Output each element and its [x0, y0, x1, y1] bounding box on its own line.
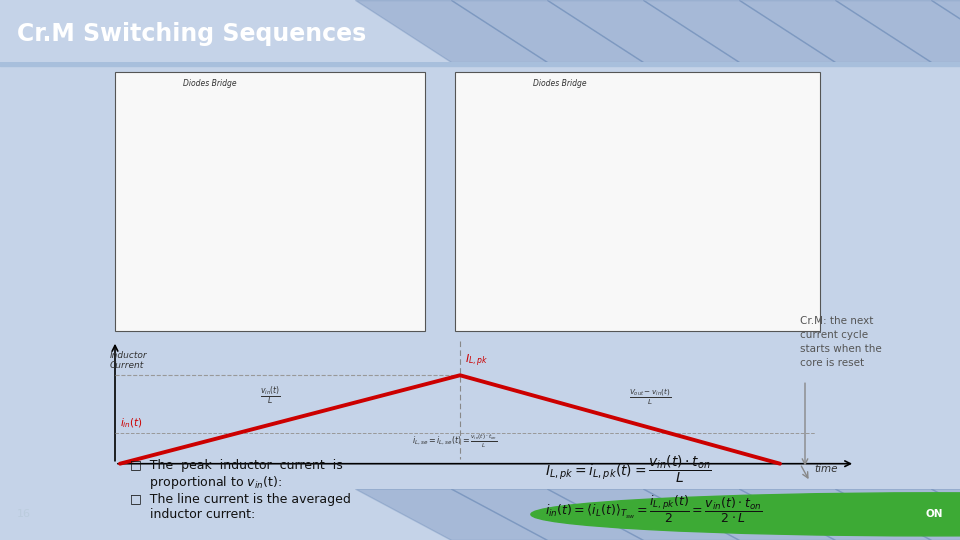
Text: Cr.M Switching Sequences: Cr.M Switching Sequences: [17, 22, 367, 45]
Bar: [115, 72, 425, 331]
Text: $\frac{V_{out}-v_{in}(t)}{L}$: $\frac{V_{out}-v_{in}(t)}{L}$: [629, 387, 671, 407]
Text: □  The  peak  inductor  current  is
     proportional to $v_{in}$(t):
□  The lin: □ The peak inductor current is proportio…: [130, 458, 350, 521]
Text: 16: 16: [17, 509, 32, 519]
Text: ON: ON: [925, 509, 943, 519]
Text: Cr.M: the next
current cycle
starts when the
core is reset: Cr.M: the next current cycle starts when…: [800, 316, 881, 368]
Text: $I_{L,pk}$: $I_{L,pk}$: [465, 353, 489, 369]
Bar: [455, 72, 820, 331]
Circle shape: [531, 493, 960, 536]
Text: time: time: [814, 464, 838, 474]
Text: $i_{in}\left(t\right) = \left\langle i_L\left(t\right)\right\rangle_{T_{sw}} = \: $i_{in}\left(t\right) = \left\langle i_L…: [545, 494, 762, 525]
Bar: [0, 62, 960, 66]
Text: $i_{L,se} = i_{L,se}(t) = \frac{v_{in}(t) \cdot t_{on}}{L}$: $i_{L,se} = i_{L,se}(t) = \frac{v_{in}(t…: [412, 433, 497, 450]
Text: $I_{L,pk} = i_{L,pk}\left(t\right) = \dfrac{v_{in}(t) \cdot t_{on}}{L}$: $I_{L,pk} = i_{L,pk}\left(t\right) = \df…: [545, 453, 712, 485]
Text: $\frac{v_{in}(t)}{L}$: $\frac{v_{in}(t)}{L}$: [259, 384, 280, 407]
Text: Diodes Bridge: Diodes Bridge: [183, 79, 237, 88]
Text: $i_{in}(t)$: $i_{in}(t)$: [120, 416, 143, 430]
Text: ON Semiconductor®: ON Semiconductor®: [830, 509, 947, 519]
Text: Diodes Bridge: Diodes Bridge: [533, 79, 587, 88]
Text: Inductor
Current: Inductor Current: [110, 351, 148, 370]
